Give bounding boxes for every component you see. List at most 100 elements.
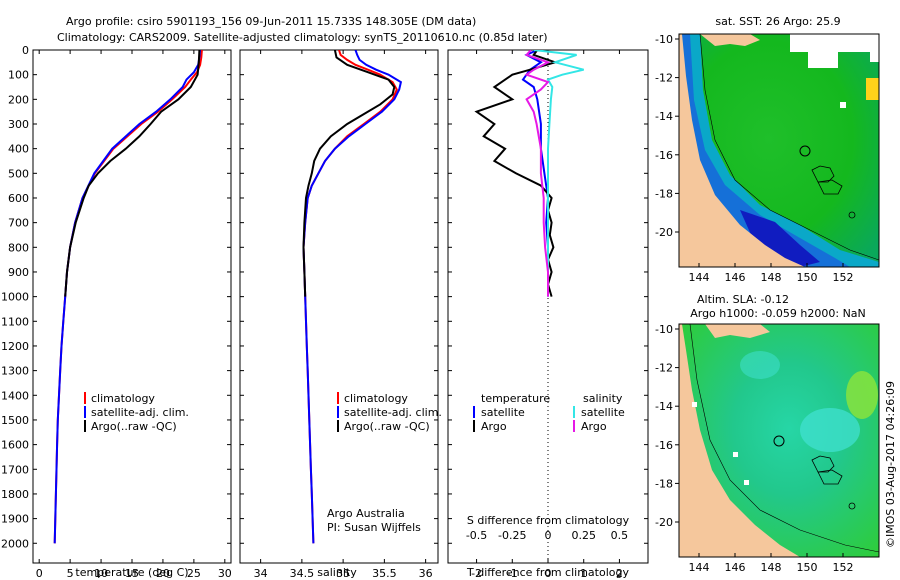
legend-temp-satellite-label: satellite: [481, 406, 525, 419]
sst-map-masked-cell: [840, 102, 846, 108]
legend-sal-satellite-label: satellite: [581, 406, 625, 419]
sla-map-masked-cell: [744, 480, 749, 485]
argo-float-marker: [773, 435, 785, 447]
depth-tick-label: 400: [8, 143, 29, 156]
sla-map: Altim. SLA: -0.12 Argo h1000: -0.059 h20…: [655, 293, 880, 574]
legend-temperature-heading: temperature: [481, 392, 550, 405]
sst-map-reef: [817, 179, 843, 195]
sst-map-land-north: [700, 34, 760, 46]
series-salinity-satellite: [533, 50, 584, 297]
temperature-tick-label: 15: [125, 567, 139, 580]
header-line-1: Argo profile: csiro 5901193_156 09-Jun-2…: [66, 15, 476, 28]
salinity-xlabel: salinity: [317, 566, 357, 579]
sla-map-island: [848, 502, 856, 510]
depth-tick-label: 1400: [1, 389, 29, 402]
depth-tick-label: 1300: [1, 365, 29, 378]
difference-depth-ticks: [448, 49, 648, 544]
sst-map-depth-contour: [699, 33, 880, 261]
lat-tick-label: -16: [655, 149, 673, 162]
salinity-diff-xlabel: S difference from climatology: [467, 514, 630, 527]
sla-map-depth-contour: [689, 323, 880, 553]
depth-tick-label: 800: [8, 241, 29, 254]
lat-tick-label: -20: [655, 516, 673, 529]
depth-tick-label: 300: [8, 118, 29, 131]
difference-lines: [474, 50, 584, 297]
sst-map-lat-axis: -10 -12 -14 -16 -18 -20: [655, 33, 679, 239]
sla-map-reef: [817, 469, 843, 485]
series-temperature-argo: [474, 50, 559, 297]
depth-tick-label: 1000: [1, 291, 29, 304]
series-argo-raw-qc-: [64, 50, 201, 297]
depth-tick-label: 900: [8, 266, 29, 279]
salinity-diff-tick-label: -0.5: [466, 529, 487, 542]
depth-tick-label: 200: [8, 93, 29, 106]
salinity-depth-ticks: [240, 49, 438, 544]
difference-x-axis: -2 -1 0 1 2: [471, 50, 623, 580]
temperature-diff-tick-label: 0: [545, 567, 552, 580]
legend-climatology-label: climatology: [91, 392, 155, 405]
salinity-tick-label: 35: [336, 567, 350, 580]
salinity-tick-label: 36: [419, 567, 433, 580]
lat-tick-label: -18: [655, 187, 673, 200]
legend-argo-label: Argo(..raw -QC): [91, 420, 177, 433]
series-climatology: [302, 50, 398, 544]
temperature-diff-tick-label: -1: [507, 567, 518, 580]
temperature-diff-tick-label: -2: [471, 567, 482, 580]
temperature-panel: 0100200300400500600700800900100011001200…: [1, 44, 232, 580]
depth-tick-label: 600: [8, 192, 29, 205]
lon-tick-label: 150: [797, 561, 818, 574]
lon-tick-label: 144: [689, 271, 710, 284]
series-satellite-adj-clim-: [53, 50, 202, 544]
salinity-diff-tick-label: 0: [545, 529, 552, 542]
difference-legend: temperature salinity satellite satellite…: [473, 392, 625, 433]
sst-map-masked-cell: [870, 52, 879, 62]
sst-map: sat. SST: 26 Argo: 25.9 -10-12-14-16-18-…: [655, 15, 880, 284]
series-satellite-adj-clim-: [302, 50, 403, 544]
lat-tick-label: -10: [655, 323, 673, 336]
sst-map-land: [679, 34, 805, 267]
lon-tick-label: 148: [761, 561, 782, 574]
depth-axis: 0 100 200 300 400 500 600 700 800 900 1000 1100 1200…: [1, 44, 231, 550]
sla-map-lat-axis: -10 -12 -14 -16 -18 -20: [655, 323, 679, 529]
argo-float-marker: [799, 145, 811, 157]
legend-climatology-label: climatology: [344, 392, 408, 405]
temperature-tick-label: 10: [94, 567, 108, 580]
lat-tick-label: -16: [655, 439, 673, 452]
depth-tick-label: 1500: [1, 414, 29, 427]
salinity-tick-label: 35.5: [372, 567, 397, 580]
salinity-tick-label: 34.5: [290, 567, 315, 580]
sla-map-frame: [678, 323, 880, 558]
temperature-tick-label: 30: [218, 567, 232, 580]
depth-tick-label: 1100: [1, 315, 29, 328]
salinity-panel: 34 34.5 35 35.5 36 salinity climatology sate…: [239, 49, 442, 580]
lat-tick-label: -14: [655, 110, 673, 123]
sst-map-frame: [678, 33, 880, 268]
sst-map-warm-patch: [866, 78, 879, 100]
temperature-tick-label: 0: [36, 567, 43, 580]
temperature-tick-label: 25: [187, 567, 201, 580]
lon-tick-label: 152: [833, 271, 854, 284]
depth-tick-label: 1700: [1, 463, 29, 476]
depth-tick-label: 700: [8, 217, 29, 230]
lon-tick-label: 148: [761, 271, 782, 284]
difference-panel: -2 -1 0 1 2 temperature salinity satellite s…: [447, 49, 649, 580]
series-argo-raw-qc-: [302, 50, 396, 297]
sst-map-title: sat. SST: 26 Argo: 25.9: [715, 15, 840, 28]
lon-tick-label: 146: [725, 271, 746, 284]
lat-tick-label: -18: [655, 477, 673, 490]
credit-line-2: PI: Susan Wijffels: [327, 521, 421, 534]
sst-map-masked-cell: [790, 34, 879, 52]
sla-map-lon-axis: 144 146 148 150 152: [689, 553, 854, 574]
temperature-lines: [53, 50, 203, 544]
legend-argo-label: Argo(..raw -QC): [344, 420, 430, 433]
temperature-diff-tick-label: 1: [580, 567, 587, 580]
legend-sal-argo-label: Argo: [581, 420, 607, 433]
series-salinity-argo: [524, 50, 551, 297]
sla-map-land-north: [705, 324, 770, 338]
sla-map-masked-cell: [692, 402, 697, 407]
sla-map-title-2: Argo h1000: -0.059 h2000: NaN: [690, 307, 866, 320]
sla-map-high-anomaly: [800, 408, 860, 452]
lat-tick-label: -14: [655, 400, 673, 413]
depth-tick-label: 500: [8, 167, 29, 180]
